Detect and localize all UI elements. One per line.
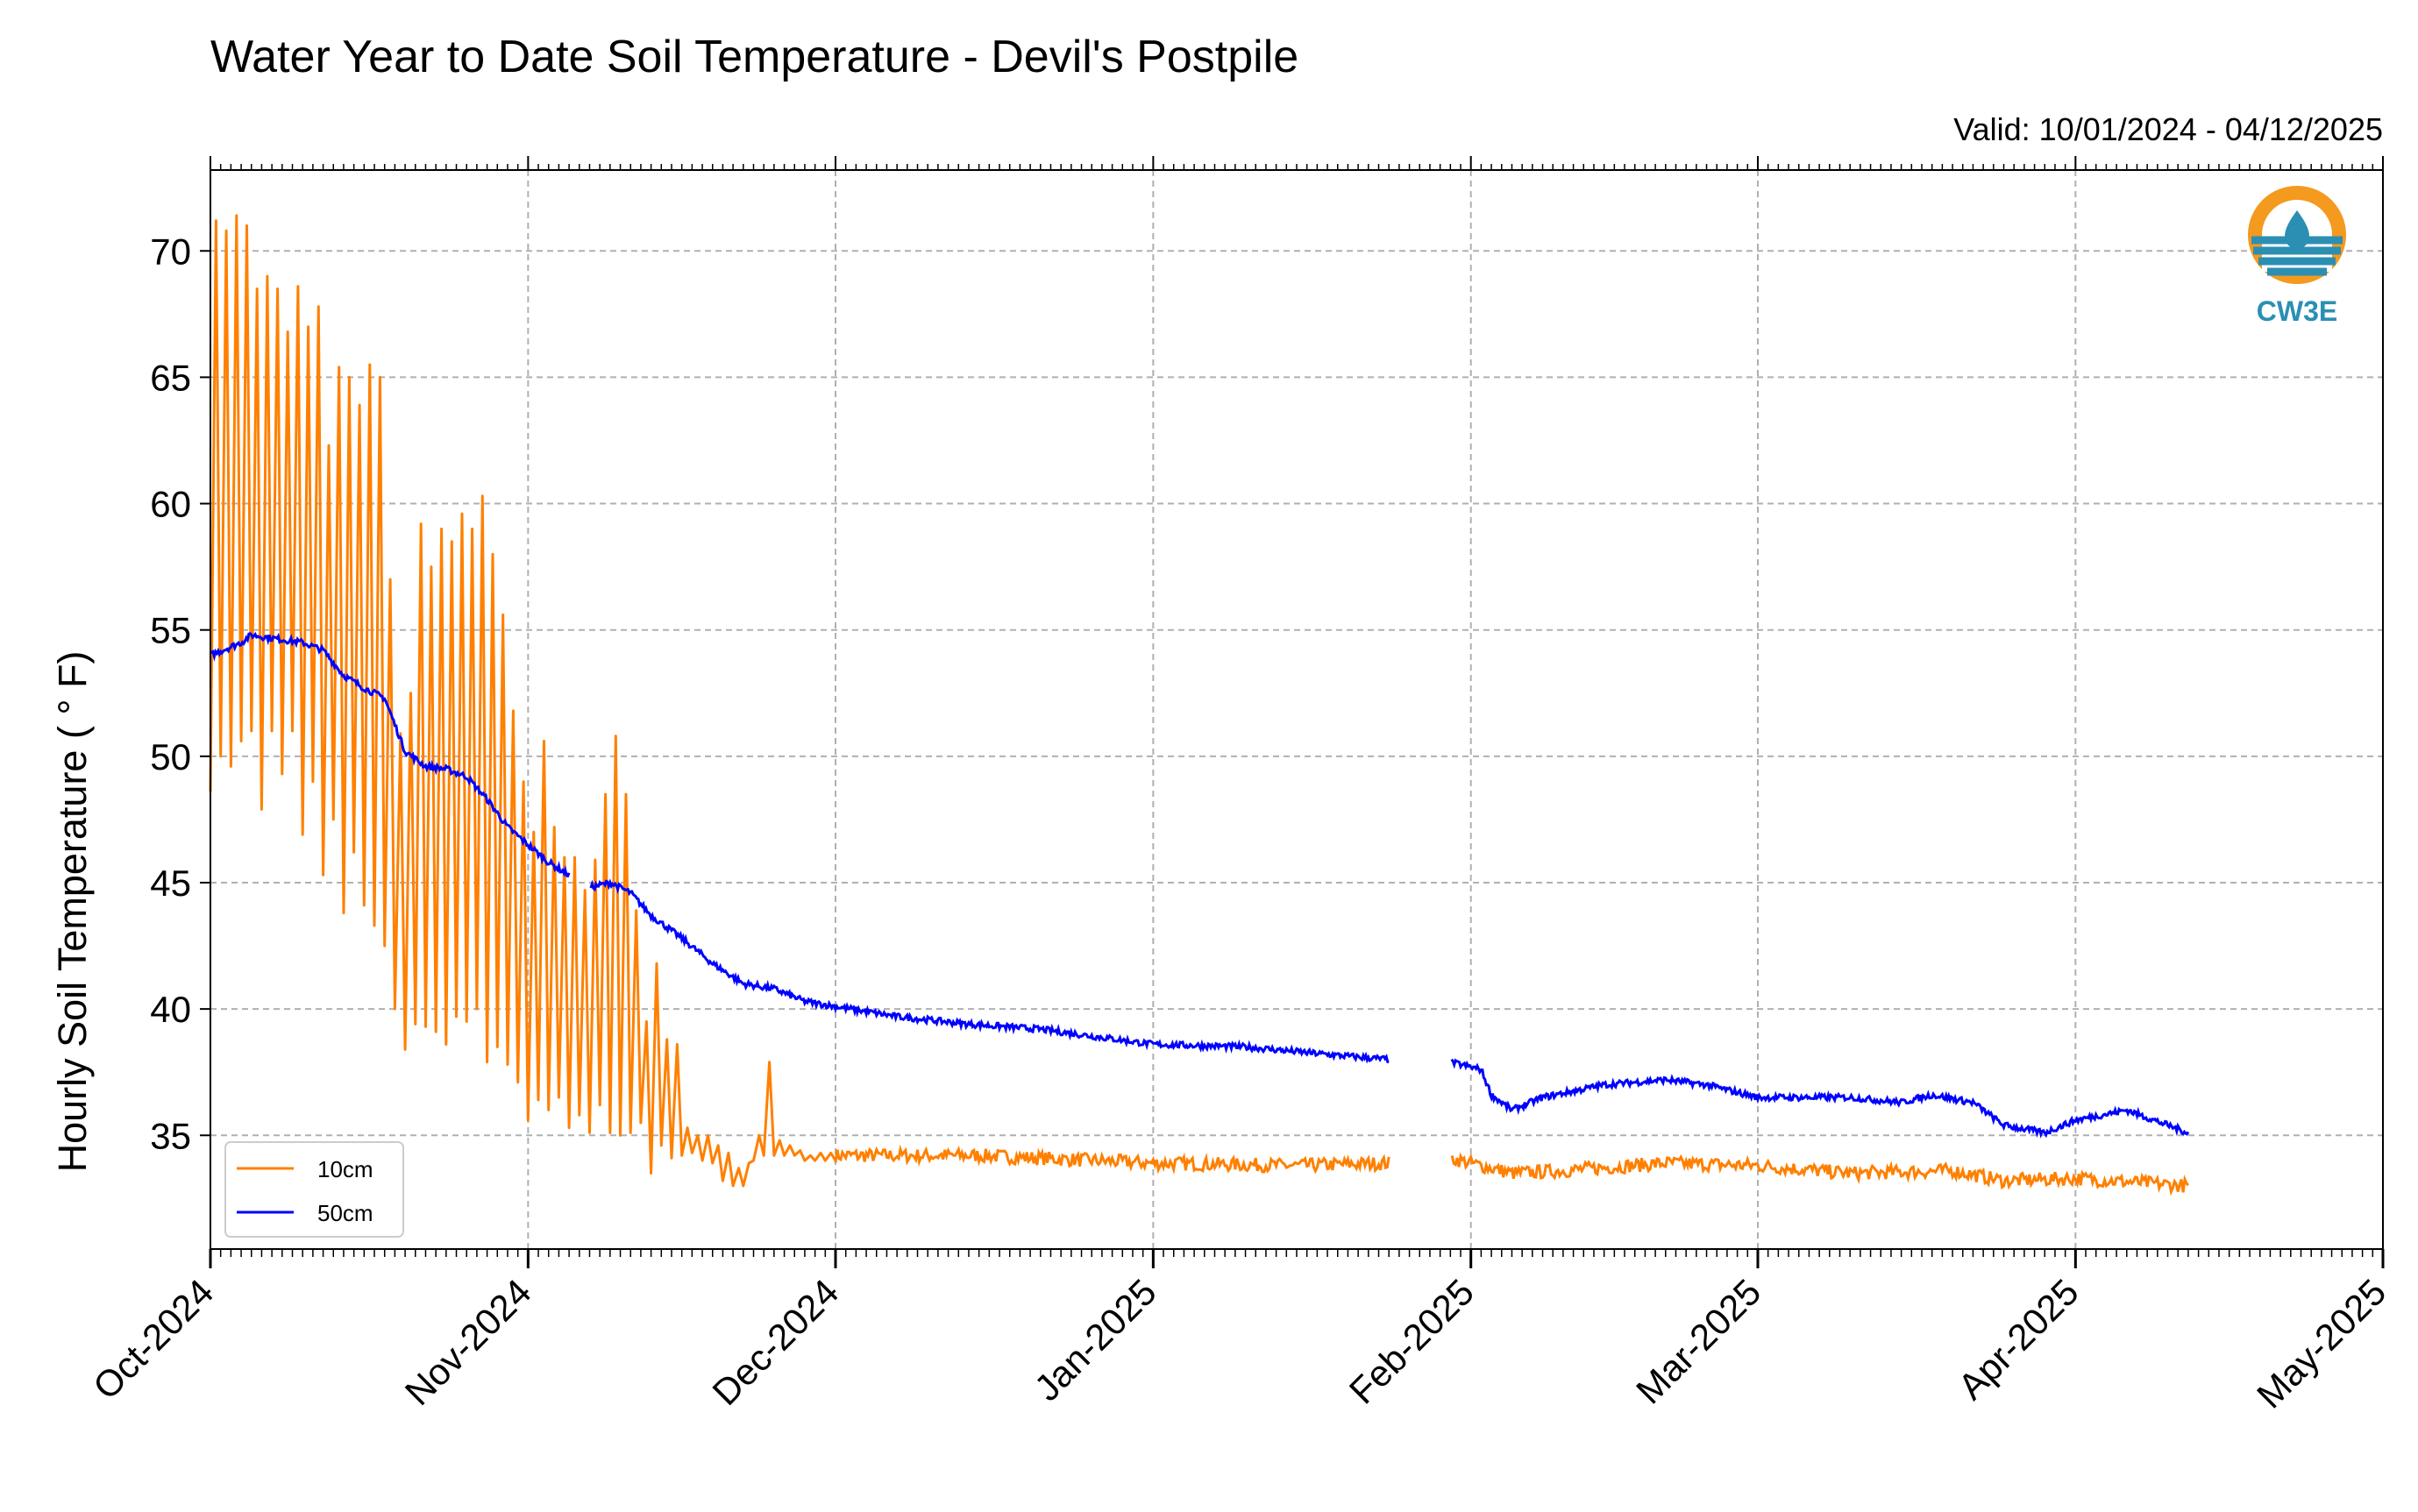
chart-title: Water Year to Date Soil Temperature - De… — [210, 32, 1298, 82]
y-axis-label: Hourly Soil Temperature ( ° F) — [50, 651, 95, 1173]
y-tick-labels: 35 40 45 50 55 60 65 70 — [150, 231, 191, 1156]
legend-label-50cm: 50cm — [317, 1200, 373, 1226]
y-tick-label: 70 — [150, 231, 191, 272]
logo-sun-ring — [2248, 186, 2346, 284]
series-lines — [209, 214, 2190, 1196]
y-tick-label: 45 — [150, 862, 191, 904]
legend: 10cm 50cm — [224, 1141, 404, 1238]
cw3e-logo: CW3E — [2248, 186, 2346, 327]
legend-label-10cm: 10cm — [317, 1156, 373, 1182]
series-line-50cm — [210, 631, 2190, 1139]
y-tick-label: 40 — [150, 989, 191, 1030]
y-tick-label: 35 — [150, 1115, 191, 1156]
y-tick-label: 65 — [150, 357, 191, 398]
grid-lines — [210, 170, 2383, 1249]
y-tick-label: 55 — [150, 610, 191, 651]
y-tick-label: 50 — [150, 736, 191, 777]
axis-ticks — [200, 156, 2385, 1268]
series-line-10cm — [209, 214, 837, 1188]
valid-date-range: Valid: 10/01/2024 - 04/12/2025 — [1953, 111, 2383, 147]
legend-box — [224, 1141, 404, 1238]
logo-drop-icon — [2285, 210, 2309, 249]
logo-text: CW3E — [2257, 295, 2337, 327]
series-line-10cm-winter — [834, 1144, 2190, 1196]
y-tick-label: 60 — [150, 484, 191, 525]
